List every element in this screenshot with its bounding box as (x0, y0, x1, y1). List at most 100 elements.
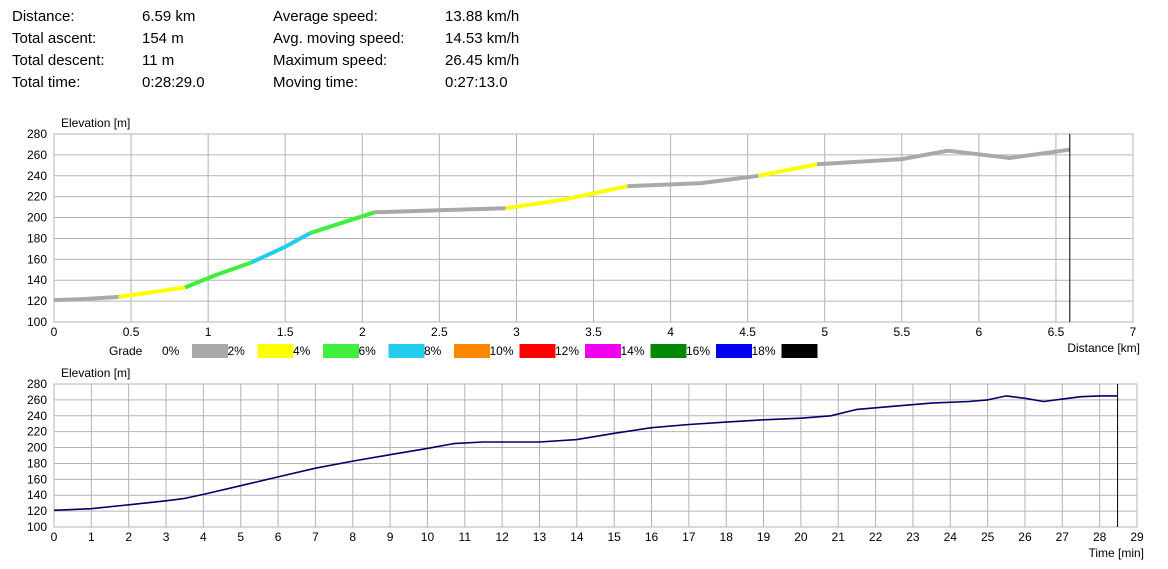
grade-segment-line (758, 162, 818, 178)
x-tick-label: 10 (421, 530, 435, 544)
grade-legend-label: 18% (752, 344, 776, 358)
x-tick-label: 9 (387, 530, 394, 544)
stat-total-time-label: Total time: (12, 74, 81, 91)
x-tick-label: 2 (359, 325, 366, 339)
x-tick-label: 17 (682, 530, 696, 544)
y-tick-label: 220 (27, 425, 47, 439)
y-tick-label: 180 (27, 456, 47, 470)
y-tick-label: 100 (27, 520, 47, 534)
x-tick-label: 18 (720, 530, 734, 544)
x-tick-label: 24 (944, 530, 958, 544)
x-tick-label: 5.5 (893, 325, 910, 339)
grade-legend-swatch (257, 344, 294, 358)
grade-segment-line (53, 294, 119, 303)
x-tick-label: 23 (906, 530, 920, 544)
grade-segment-line (309, 210, 376, 236)
elevation-distance-chart: 100 120 140 160 180 200 220 240 260 280 0 0.5 1 1.5 2 2… (27, 116, 1140, 355)
y-tick-label: 160 (27, 472, 47, 486)
y-tick-label: 280 (27, 127, 47, 141)
y-tick-label: 200 (27, 441, 47, 455)
x-tick-label: 6 (275, 530, 282, 544)
y-tick-label: 120 (27, 294, 47, 308)
y-tick-label: 180 (27, 231, 47, 245)
x-tick-label: 12 (495, 530, 509, 544)
stats-panel: Distance: 6.59 km Total ascent: 154 m To… (0, 0, 1168, 100)
stat-moving-time-label: Moving time: (273, 74, 359, 91)
x-tick-label: 2.5 (431, 325, 448, 339)
x-tick-label: 4 (667, 325, 674, 339)
y-tick-label: 100 (27, 315, 47, 329)
grade-segment-line (118, 285, 186, 299)
x-tick-label: 14 (570, 530, 584, 544)
grade-segment-line (250, 231, 311, 265)
x-tick-label: 1 (88, 530, 95, 544)
y-tick-label: 280 (27, 377, 47, 391)
grade-legend-label: 10% (490, 344, 514, 358)
x-tick-label: 3 (513, 325, 520, 339)
x-axis-title: Distance [km] (1067, 341, 1140, 355)
y-tick-label: 120 (27, 504, 47, 518)
grade-legend-swatch (716, 344, 752, 358)
stat-total-time-value: 0:28:29.0 (142, 74, 205, 91)
x-tick-label: 6.5 (1048, 325, 1065, 339)
grade-legend: Grade 0% 2% 4% 6% 8% 10% 12% 14% 16% 18% (109, 344, 818, 358)
x-tick-label: 19 (757, 530, 771, 544)
stat-distance-value: 6.59 km (142, 8, 196, 25)
x-tick-label: 1.5 (277, 325, 294, 339)
x-tick-label: 21 (832, 530, 846, 544)
elevation-line (53, 395, 1118, 512)
stat-ascent-label: Total ascent: (12, 30, 97, 47)
x-tick-label: 11 (459, 530, 472, 544)
stat-avg-moving-speed-label: Avg. moving speed: (273, 30, 405, 47)
grade-segment-line (627, 173, 759, 189)
grade-legend-label: 4% (293, 344, 311, 358)
x-tick-label: 0.5 (123, 325, 140, 339)
y-tick-label: 260 (27, 393, 47, 407)
grade-legend-swatch (519, 344, 556, 358)
x-tick-label: 13 (533, 530, 547, 544)
x-tick-label: 16 (645, 530, 659, 544)
grade-legend-label: 16% (686, 344, 710, 358)
y-axis-title: Elevation [m] (61, 116, 130, 130)
y-tick-label: 160 (27, 252, 47, 266)
x-tick-label: 4.5 (739, 325, 756, 339)
stat-avg-speed-label: Average speed: (273, 8, 378, 25)
x-tick-label: 15 (607, 530, 621, 544)
x-tick-label: 29 (1130, 530, 1144, 544)
grade-legend-label: 2% (228, 344, 246, 358)
grade-legend-swatch (454, 344, 490, 358)
stat-descent-label: Total descent: (12, 52, 105, 69)
y-tick-label: 220 (27, 190, 47, 204)
stat-ascent-value: 154 m (142, 30, 184, 47)
stat-max-speed-label: Maximum speed: (273, 52, 388, 69)
x-tick-label: 4 (200, 530, 207, 544)
x-tick-label: 0 (51, 325, 58, 339)
y-tick-label: 140 (27, 273, 47, 287)
grade-legend-label: 6% (359, 344, 377, 358)
stat-distance-label: Distance: (12, 8, 75, 25)
x-tick-label: 22 (869, 530, 883, 544)
x-tick-label: 27 (1056, 530, 1070, 544)
x-tick-label: 25 (981, 530, 995, 544)
x-tick-label: 6 (976, 325, 983, 339)
grade-legend-title: Grade (109, 344, 143, 358)
y-tick-label: 260 (27, 148, 47, 162)
x-tick-label: 2 (125, 530, 132, 544)
x-tick-label: 0 (51, 530, 58, 544)
x-tick-label: 5 (821, 325, 828, 339)
x-tick-label: 7 (1130, 325, 1137, 339)
stat-max-speed-value: 26.45 km/h (445, 52, 520, 69)
stat-avg-moving-speed-value: 14.53 km/h (445, 30, 520, 47)
y-tick-label: 200 (27, 211, 47, 225)
x-tick-label: 8 (349, 530, 356, 544)
grade-legend-swatch (585, 344, 621, 358)
grade-segment-line (816, 147, 1071, 167)
x-tick-label: 5 (237, 530, 244, 544)
x-tick-label: 1 (205, 325, 212, 339)
x-axis-title: Time [min] (1088, 546, 1144, 560)
y-tick-label: 240 (27, 409, 47, 423)
stat-avg-speed-value: 13.88 km/h (445, 8, 520, 25)
x-tick-label: 7 (312, 530, 319, 544)
grade-legend-label: 14% (621, 344, 645, 358)
